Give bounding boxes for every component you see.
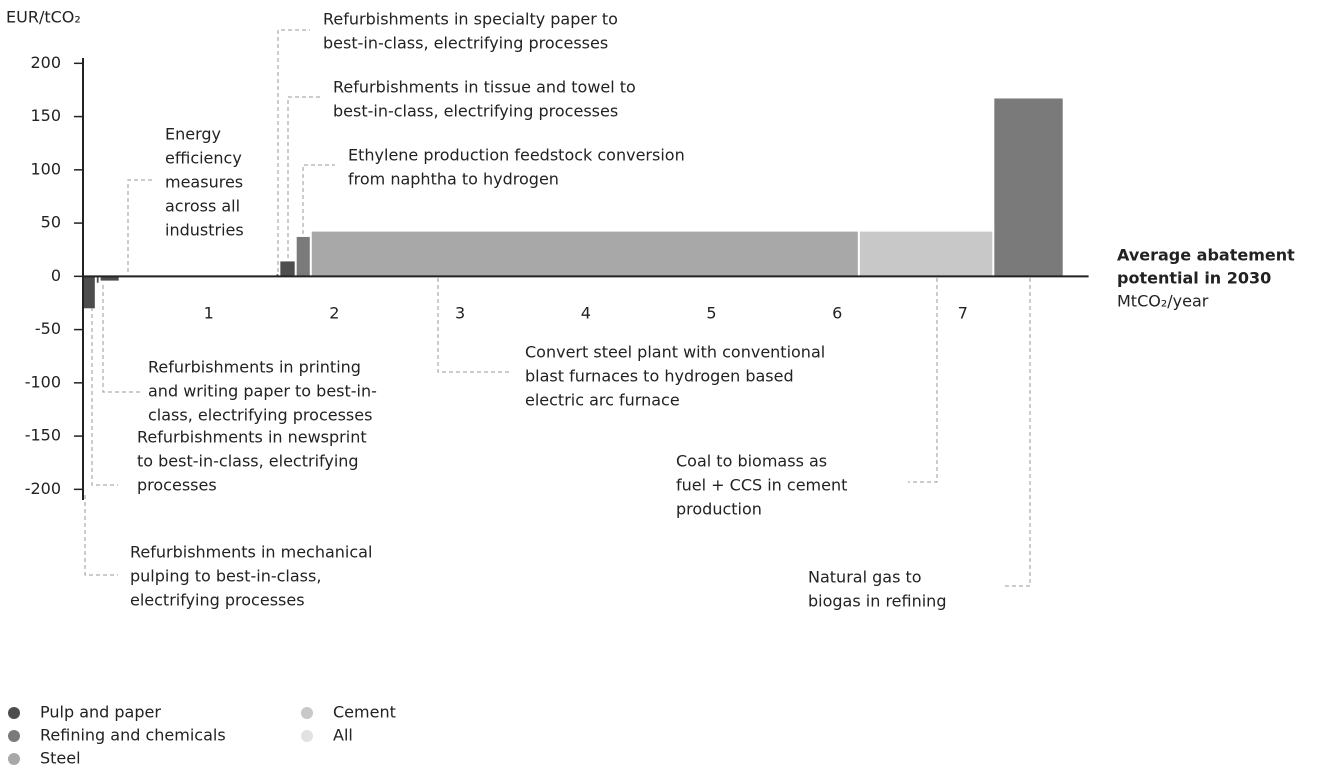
y-tick-label: 0: [51, 266, 61, 285]
annotation: pulping to best-in-class,: [130, 567, 321, 586]
annotation: measures: [165, 173, 243, 192]
annotation: electric arc furnace: [525, 391, 680, 410]
x-axis-label: potential in 2030: [1117, 269, 1271, 288]
annotation: processes: [137, 476, 217, 495]
annotation: to best-in-class, electrifying: [137, 452, 359, 471]
annotation: Refurbishments in specialty paper to: [323, 10, 618, 29]
x-axis-unit: MtCO₂/year: [1117, 292, 1209, 311]
annotation: Refurbishments in newsprint: [137, 428, 367, 447]
legend-swatch: [8, 730, 20, 742]
bar: [311, 231, 858, 277]
annotation: blast furnaces to hydrogen based: [525, 367, 794, 386]
annotation: Refurbishments in mechanical: [130, 543, 372, 562]
y-tick-label: -50: [35, 319, 61, 338]
leader-lines: [84, 29, 1031, 587]
annotation: Convert steel plant with conventional: [525, 343, 825, 362]
y-axis-label: EUR/tCO₂: [6, 8, 81, 27]
annotation: electrifying processes: [130, 591, 305, 610]
y-tick-label: -200: [25, 479, 61, 498]
annotation: production: [676, 500, 762, 519]
y-tick-label: 150: [30, 106, 61, 125]
annotation: and writing paper to best-in-: [148, 382, 377, 401]
annotation: Natural gas to: [808, 568, 922, 587]
x-axis-label: Average abatement: [1117, 246, 1295, 265]
x-tick-label: 5: [706, 304, 716, 323]
annotation: best-in-class, electrifying processes: [323, 34, 608, 53]
y-tick-label: 50: [41, 213, 61, 232]
x-tick-label: 1: [204, 304, 214, 323]
legend-label: Refining and chemicals: [40, 726, 226, 745]
annotation: efficiency: [165, 149, 242, 168]
annotation: biogas in refining: [808, 592, 946, 611]
bar: [296, 236, 310, 277]
legend-label: All: [333, 726, 353, 745]
bar: [280, 261, 295, 277]
x-tick-label: 6: [832, 304, 842, 323]
bar: [859, 231, 993, 277]
y-tick-label: 100: [30, 159, 61, 178]
legend-label: Pulp and paper: [40, 703, 161, 722]
annotation: industries: [165, 221, 244, 240]
x-tick-label: 7: [958, 304, 968, 323]
annotation: Ethylene production feedstock conversion: [348, 146, 685, 165]
annotation: from naphtha to hydrogen: [348, 170, 559, 189]
annotation: Coal to biomass as: [676, 452, 827, 471]
bar: [83, 276, 95, 309]
y-tick-label: -150: [25, 426, 61, 445]
x-tick-label: 2: [329, 304, 339, 323]
legend-label: Steel: [40, 749, 81, 768]
legend-swatch: [8, 753, 20, 765]
legend-label: Cement: [333, 703, 396, 722]
y-tick-label: -100: [25, 372, 61, 391]
x-tick-label: 4: [581, 304, 591, 323]
legend-swatch: [8, 707, 20, 719]
annotation: class, electrifying processes: [148, 406, 372, 425]
bar: [994, 98, 1063, 277]
legend-swatch: [301, 707, 313, 719]
bar: [96, 276, 99, 283]
x-tick-label: 3: [455, 304, 465, 323]
y-tick-label: 200: [30, 53, 61, 72]
annotation: Refurbishments in tissue and towel to: [333, 78, 636, 97]
annotation: best-in-class, electrifying processes: [333, 102, 618, 121]
annotation: across all: [165, 197, 240, 216]
bar: [100, 276, 119, 281]
annotation: Energy: [165, 125, 221, 144]
annotation: fuel + CCS in cement: [676, 476, 847, 495]
annotation: Refurbishments in printing: [148, 358, 361, 377]
bar: [276, 274, 279, 277]
legend-swatch: [301, 730, 313, 742]
